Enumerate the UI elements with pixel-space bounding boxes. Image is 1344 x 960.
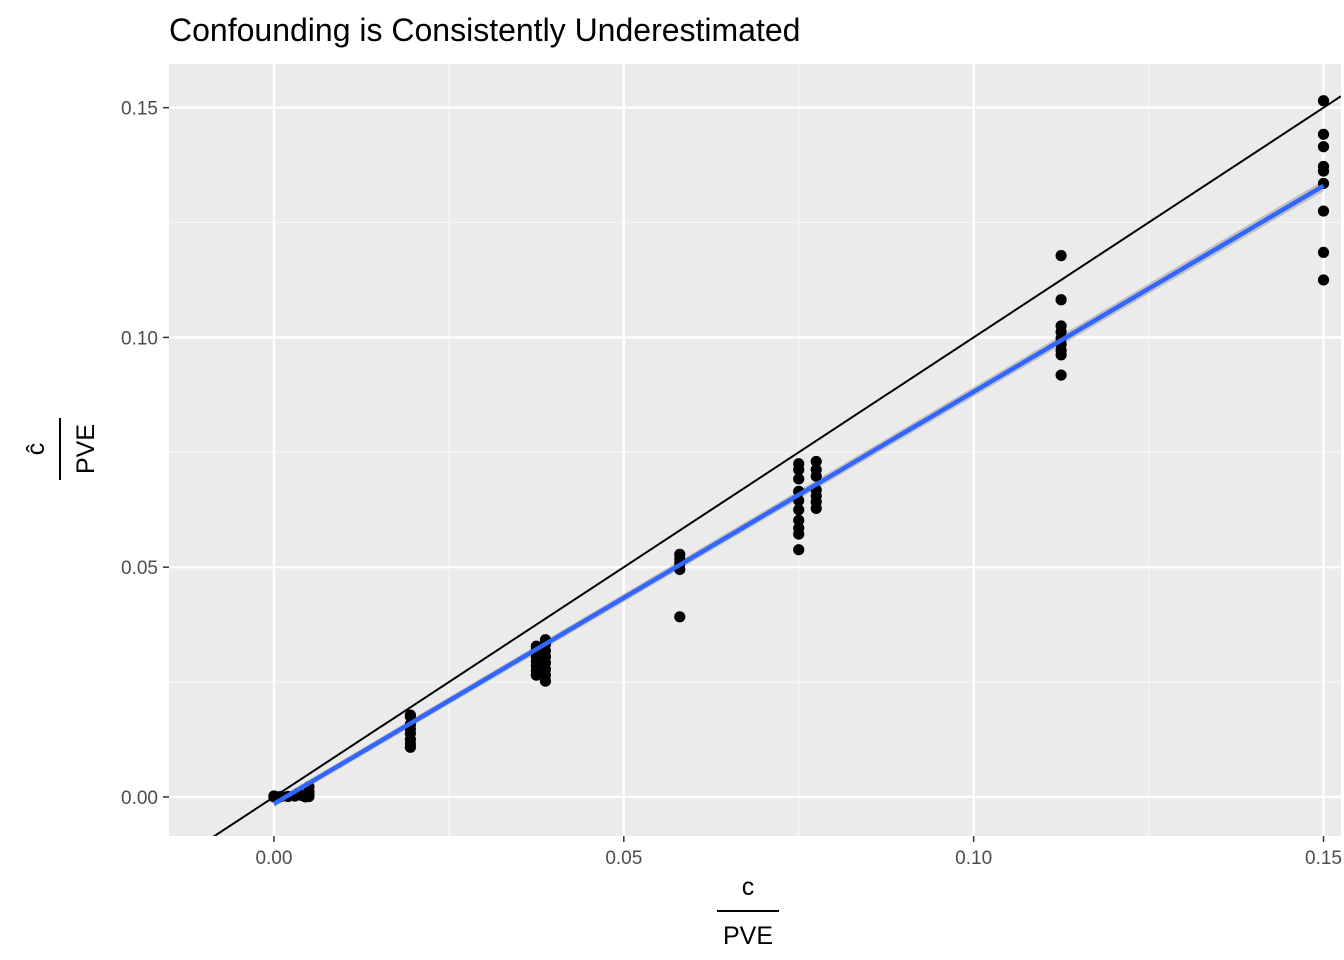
- x-tick-label: 0.05: [605, 848, 642, 869]
- data-point: [539, 675, 552, 687]
- data-point: [810, 502, 822, 514]
- y-tick-label: 0.15: [121, 99, 158, 120]
- data-point: [810, 470, 822, 482]
- data-point: [1317, 205, 1330, 217]
- regression-fit-line: [272, 183, 1325, 806]
- data-point: [674, 611, 686, 623]
- data-point: [303, 790, 315, 803]
- x-axis-label-denominator: PVE: [723, 922, 773, 950]
- major-gridlines: [169, 64, 1341, 836]
- x-axis-label-numerator: c: [742, 873, 755, 901]
- data-point: [1055, 349, 1067, 361]
- data-point: [1055, 250, 1067, 262]
- x-tick-label: 0.15: [1305, 848, 1342, 869]
- data-point: [1055, 294, 1067, 306]
- y-tick-label: 0.05: [121, 558, 158, 579]
- x-axis-label: c PVE: [717, 873, 779, 950]
- data-point: [404, 741, 416, 753]
- data-point: [1317, 95, 1330, 107]
- y-axis-label-denominator: PVE: [72, 424, 100, 474]
- data-point: [793, 473, 805, 485]
- x-axis: 0.00 0.05 0.10 0.15: [255, 836, 1342, 869]
- data-point: [793, 504, 805, 516]
- data-point: [793, 514, 805, 526]
- y-axis-label: ĉ PVE: [22, 418, 100, 480]
- data-point: [793, 464, 805, 476]
- data-point: [810, 455, 822, 468]
- identity-reference-line: [212, 95, 1341, 836]
- y-axis-label-numerator: ĉ: [22, 443, 50, 456]
- data-point: [1317, 141, 1330, 153]
- y-tick-label: 0.10: [121, 328, 158, 349]
- data-point: [530, 669, 542, 681]
- plot-panel: [169, 64, 1341, 836]
- data-point: [1317, 246, 1330, 259]
- y-tick-label: 0.00: [121, 788, 158, 809]
- data-point: [1317, 274, 1330, 286]
- data-point: [1317, 128, 1330, 140]
- data-point: [1055, 369, 1067, 381]
- data-point: [793, 528, 805, 540]
- x-tick-label: 0.10: [955, 848, 992, 869]
- data-point: [1317, 165, 1330, 177]
- y-axis: 0.00 0.05 0.10 0.15: [121, 99, 169, 809]
- x-tick-label: 0.00: [255, 848, 292, 869]
- chart-title: Confounding is Consistently Underestimat…: [169, 12, 800, 48]
- data-point: [793, 544, 805, 556]
- minor-gridlines: [169, 64, 1341, 836]
